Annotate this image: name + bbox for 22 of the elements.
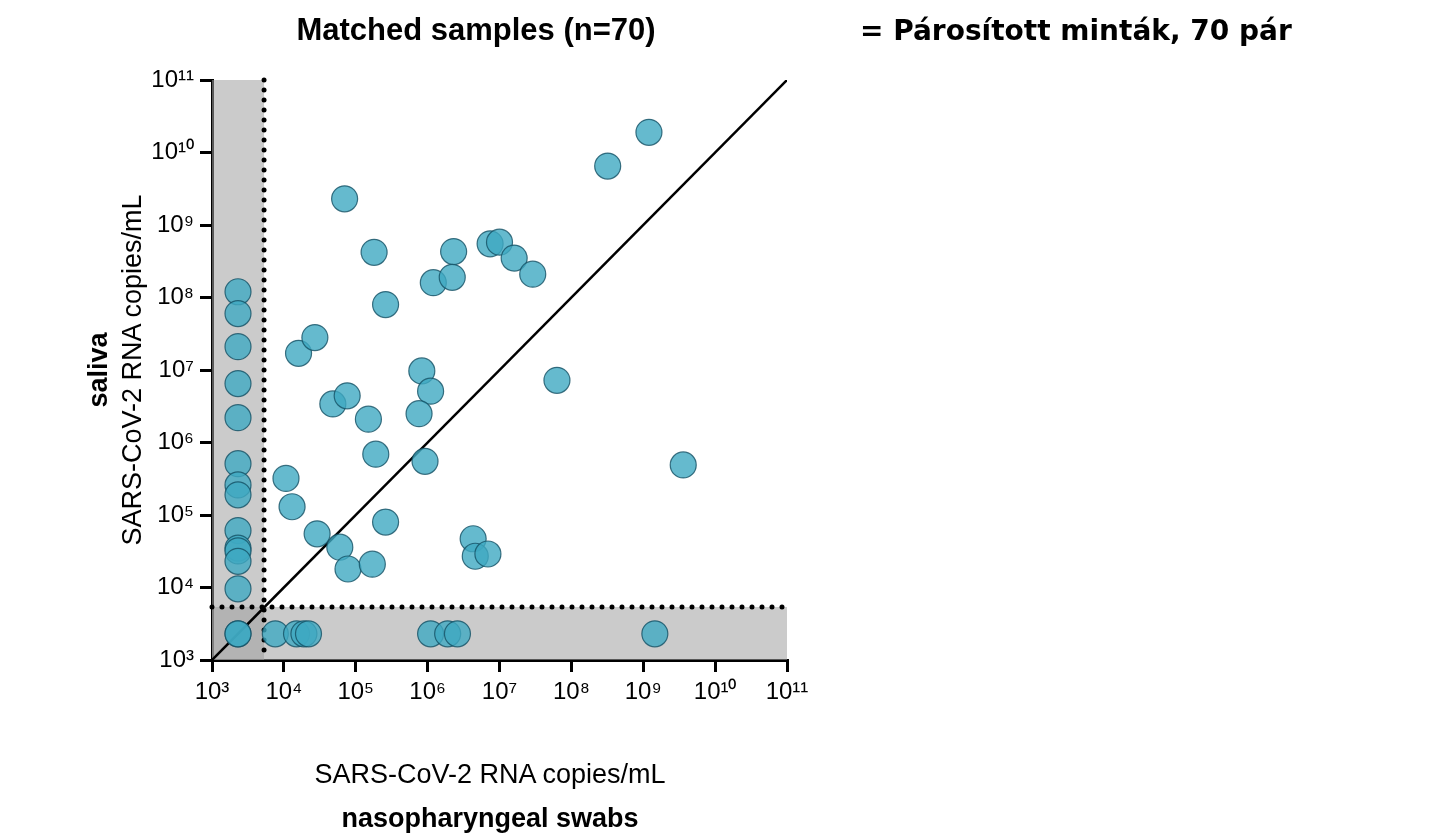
y-tick-label: 10⁴ bbox=[156, 572, 194, 600]
chart-title: Matched samples (n=70) bbox=[295, 12, 657, 48]
y-tick-label: 10⁶ bbox=[157, 427, 194, 455]
x-tick-label: 10⁵ bbox=[337, 677, 375, 705]
y-tick-label: 10³ bbox=[159, 644, 195, 672]
y-tick-label: 10¹⁰ bbox=[151, 137, 194, 165]
x-axis-title: SARS-CoV-2 RNA copies/mL nasopharyngeal swabs bbox=[313, 758, 667, 835]
y-tick-label: 10⁵ bbox=[157, 499, 194, 527]
x-tick-label: 10⁷ bbox=[481, 677, 518, 705]
x-tick-label: 10⁴ bbox=[265, 677, 303, 705]
y-tick-label: 10⁸ bbox=[157, 282, 194, 310]
x-tick-label: 10³ bbox=[194, 677, 230, 705]
y-axis-title: saliva SARS-CoV-2 RNA copies/mL bbox=[82, 193, 148, 548]
text: = Párosított minták, 70 pár bbox=[860, 14, 1292, 47]
x-tick-label: 10¹⁰ bbox=[693, 677, 737, 705]
x-tick-label: 10¹¹ bbox=[765, 677, 809, 705]
y-tick-label: 10⁷ bbox=[158, 354, 194, 382]
y-tick-label: 10¹¹ bbox=[151, 64, 194, 92]
x-tick-label: 10⁶ bbox=[409, 677, 446, 705]
y-tick-label: 10⁹ bbox=[157, 209, 194, 237]
x-tick-label: 10⁸ bbox=[552, 677, 590, 705]
x-tick-label: 10⁹ bbox=[624, 677, 662, 705]
